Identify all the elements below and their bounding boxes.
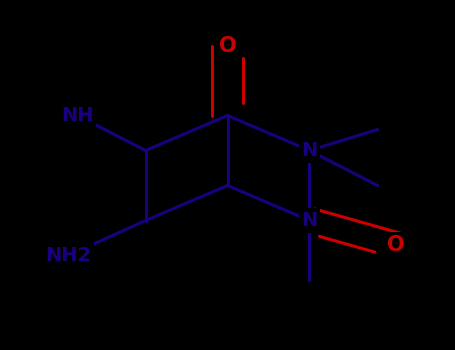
Text: N: N [301, 211, 318, 230]
Text: N: N [301, 141, 318, 160]
Text: NH2: NH2 [45, 246, 91, 265]
Text: NH: NH [61, 106, 94, 125]
Text: O: O [219, 35, 236, 56]
Text: O: O [387, 235, 404, 255]
